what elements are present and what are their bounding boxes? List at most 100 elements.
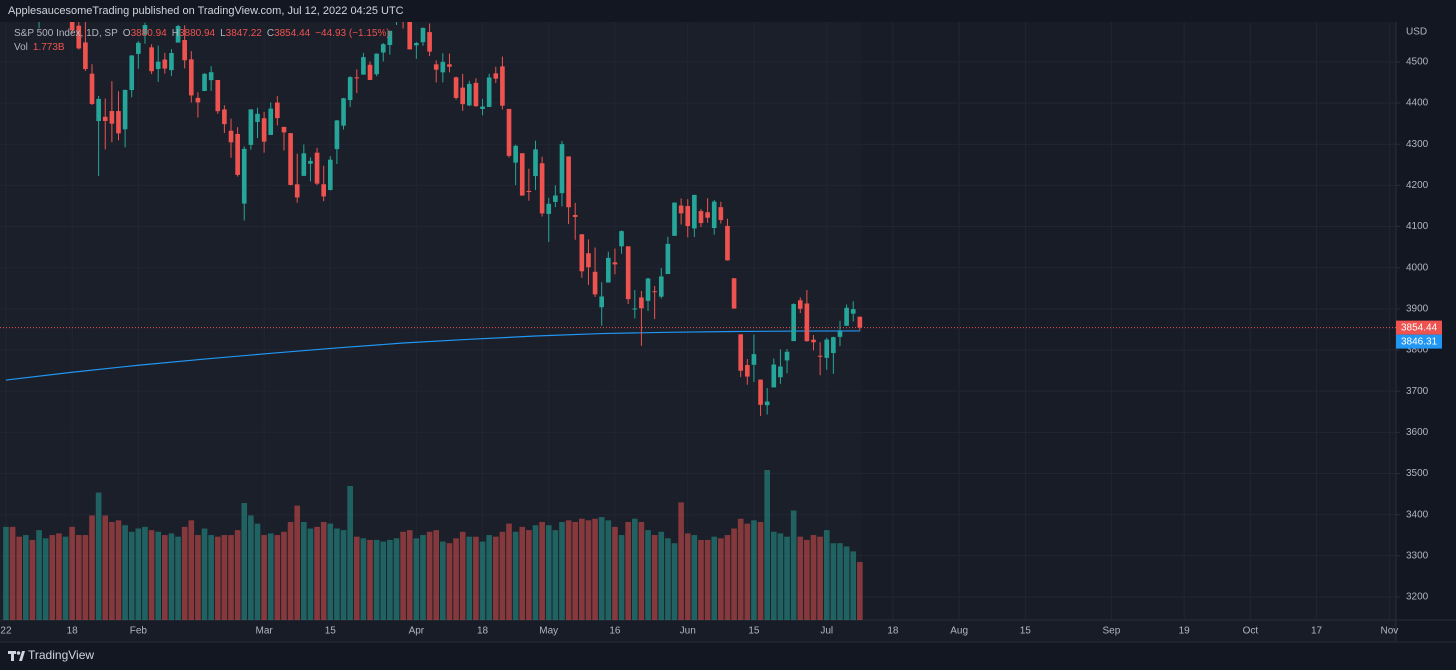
plot-area [3,22,863,620]
candle-body [294,184,300,198]
candle-body [758,379,763,405]
candle-body [129,55,135,90]
volume-bar [49,535,56,620]
volume-bar [737,518,744,620]
volume-bar [817,536,823,620]
candle-body [83,42,88,70]
volume-bar [440,541,446,620]
volume-bar [102,515,109,620]
volume-bar [195,535,201,620]
legend-value: 3847.22 [226,28,263,39]
candle-body [155,61,161,70]
volume-bar [572,521,579,620]
volume-bar [704,539,711,620]
volume-bar [274,535,281,620]
candle-body [553,195,558,202]
volume-bar [89,515,95,620]
candle-body [261,118,267,142]
x-tick-label: 15 [325,626,337,637]
volume-bar [406,530,413,620]
volume-bar [95,492,102,620]
volume-bar [261,535,267,620]
candle-body [136,42,141,54]
x-tick-label: Apr [409,626,425,637]
candle-body [202,73,207,92]
data-range-shade [0,22,862,620]
volume-bar [850,551,857,620]
candle-body [857,316,863,328]
candle-body [96,98,101,122]
legend-letter: H [172,28,179,39]
volume-bar [294,505,301,620]
candle-body [321,184,326,197]
volume-bar [790,510,797,620]
volume-bar [109,521,115,620]
candle-body [725,225,730,261]
candle-body [486,77,492,107]
volume-bar [843,546,850,620]
volume-bar [42,538,49,620]
volume-bar [698,539,704,620]
volume-bar [539,521,545,620]
candle-body [844,307,849,326]
volume-bar [314,526,320,620]
volume-bar [254,523,261,620]
volume-bar [334,528,340,620]
candle-body [778,366,783,378]
candle-body [102,116,108,122]
candle-body [692,194,697,229]
volume-bar [751,520,757,620]
candle-body [586,253,591,268]
candle-body [314,152,320,184]
volume-bar [155,531,162,620]
volume-bar [446,543,453,620]
volume-bar [837,543,843,620]
volume-bar [426,531,433,620]
volume-bar [393,538,400,620]
x-tick-label: Nov [1380,626,1398,637]
x-tick-label: Jul [820,626,833,637]
candle-body [327,159,333,190]
candle-body [751,354,757,365]
candle-body [407,22,413,50]
volume-bar [665,538,671,620]
x-tick-label: 16 [609,626,621,637]
y-tick-label: 3700 [1406,386,1429,397]
candle-body [658,276,664,297]
x-tick-label: Mar [255,626,273,637]
volume-bar [552,530,559,620]
volume-bar [499,531,506,620]
candle-body [182,40,187,61]
candle-body [109,111,115,124]
candle-body [764,401,770,406]
candle-body [235,133,240,175]
y-tick-label: 3500 [1406,468,1429,479]
volume-bar [380,541,387,620]
candle-body [288,133,293,185]
candle-body [116,111,121,134]
x-tick-label: 18 [67,626,79,637]
candle-body [222,109,227,125]
candle-body [831,337,836,354]
volume-bar [526,530,532,620]
candle-body [228,130,234,143]
candle-body [599,296,605,308]
x-tick-label: Sep [1102,626,1120,637]
volume-bar [731,528,737,620]
x-tick-label: 19 [1179,626,1191,637]
volume-bar [579,518,585,620]
volume-bar [618,535,625,620]
volume-bar [810,535,817,620]
volume-bar [208,535,214,620]
candle-body [731,278,737,309]
volume-bar [830,543,837,620]
last-price-box [1396,320,1442,335]
candle-body [466,83,472,106]
y-tick-label: 3800 [1406,345,1429,356]
candle-body [142,25,148,35]
candle-body [76,25,82,49]
volume-bar [148,530,155,620]
candle-body [367,64,373,80]
moving-average-line [5,330,860,381]
volume-bar [267,533,274,620]
